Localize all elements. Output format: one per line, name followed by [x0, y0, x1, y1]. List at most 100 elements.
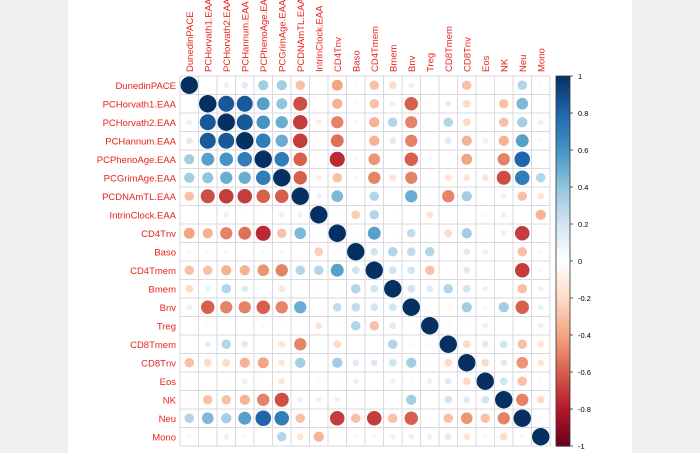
row-label: IntrinClock.EAA	[109, 210, 176, 221]
correlation-circle	[292, 114, 308, 130]
correlation-circle	[275, 116, 288, 129]
correlation-circle	[257, 393, 270, 406]
correlation-circle	[370, 303, 379, 312]
correlation-circle	[353, 157, 358, 162]
correlation-circle	[221, 265, 232, 276]
column-label: CD4Tnv	[333, 37, 344, 72]
correlation-circle	[317, 232, 320, 235]
correlation-circle	[200, 189, 215, 204]
correlation-circle	[278, 359, 286, 367]
correlation-circle	[255, 133, 271, 149]
correlation-circle	[261, 213, 265, 217]
correlation-circle	[461, 135, 472, 146]
correlation-circle	[482, 323, 488, 329]
colorbar-tick-label: 0.8	[578, 109, 588, 118]
colorbar-segment	[556, 390, 570, 395]
correlation-circle	[238, 411, 252, 425]
colorbar-segment	[556, 124, 570, 129]
colorbar-segment	[556, 427, 570, 432]
colorbar-segment	[556, 190, 570, 195]
colorbar-segment	[556, 87, 570, 92]
correlation-circle	[424, 265, 435, 276]
correlation-circle	[444, 358, 453, 367]
correlation-circle	[404, 97, 418, 111]
correlation-circle	[463, 248, 471, 256]
correlation-circle	[276, 431, 287, 442]
correlation-circle	[293, 171, 307, 185]
correlation-circle	[497, 412, 510, 425]
correlation-circle	[275, 189, 289, 203]
correlation-circle	[336, 250, 339, 253]
correlation-circle	[483, 434, 488, 439]
row-label: PCGrimAge.EAA	[104, 173, 177, 184]
correlation-circle	[442, 190, 455, 203]
correlation-circle	[223, 212, 229, 218]
correlation-circle	[463, 396, 471, 404]
correlation-circle	[332, 357, 343, 368]
colorbar-segment	[556, 194, 570, 199]
colorbar-segment	[556, 79, 570, 84]
correlation-circle	[427, 101, 432, 106]
correlation-circle	[517, 283, 528, 294]
correlation-circle	[239, 357, 250, 368]
correlation-circle	[241, 81, 249, 89]
colorbar-segment	[556, 212, 570, 218]
column-label: PCHorvath1.EAA	[203, 0, 214, 72]
colorbar-segment	[556, 168, 570, 173]
colorbar-segment	[556, 397, 570, 403]
correlation-circle	[370, 359, 378, 367]
correlation-circle	[330, 134, 344, 148]
colorbar-segment	[556, 231, 570, 236]
correlation-circle	[256, 189, 270, 203]
colorbar-segment	[556, 434, 570, 440]
correlation-circle	[409, 324, 413, 328]
correlation-circle	[514, 262, 530, 278]
correlation-circle	[517, 339, 528, 350]
correlation-circle	[254, 150, 272, 168]
correlation-circle	[184, 357, 195, 368]
correlation-circle	[184, 172, 195, 183]
correlation-circle	[241, 340, 249, 348]
colorbar-segment	[556, 172, 570, 177]
correlation-circle	[202, 228, 213, 239]
correlation-circle	[274, 392, 289, 407]
row-label: PCHorvath1.EAA	[103, 99, 177, 110]
correlation-circle	[351, 266, 360, 275]
correlation-circle	[331, 79, 343, 91]
correlation-circle	[443, 117, 454, 128]
correlation-circle	[317, 157, 321, 161]
colorbar-segment	[556, 142, 570, 147]
correlation-circle	[278, 340, 286, 348]
correlation-circle	[408, 434, 414, 440]
colorbar-segment	[556, 342, 570, 347]
row-label: PCHorvath2.EAA	[103, 118, 177, 129]
correlation-circle	[236, 132, 254, 150]
correlation-circle	[481, 174, 489, 182]
correlation-circle	[199, 95, 217, 113]
correlation-circle	[447, 250, 450, 253]
correlation-circle	[444, 229, 453, 238]
correlation-circle	[406, 247, 416, 257]
colorbar-segment	[556, 394, 570, 399]
colorbar-tick-label: -0.8	[578, 405, 591, 414]
correlation-circle	[517, 376, 528, 387]
correlation-circle	[446, 305, 451, 310]
colorbar-segment	[556, 423, 570, 429]
colorbar-segment	[556, 253, 570, 258]
correlation-circle	[369, 98, 380, 109]
correlation-circle	[336, 435, 339, 438]
row-label: Bnv	[160, 303, 177, 314]
colorbar-segment	[556, 135, 570, 140]
row-label: CD8Tnv	[141, 358, 176, 369]
correlation-circle	[199, 114, 216, 131]
correlation-circle	[484, 102, 487, 105]
correlation-circle	[498, 117, 509, 128]
correlation-circle	[218, 95, 235, 112]
correlation-circle	[274, 410, 290, 426]
colorbar-segment	[556, 238, 570, 244]
correlation-circle	[256, 300, 270, 314]
colorbar-segment	[556, 161, 570, 166]
correlation-circle	[500, 359, 508, 367]
correlation-circle	[424, 246, 435, 257]
correlation-circle	[427, 378, 433, 384]
